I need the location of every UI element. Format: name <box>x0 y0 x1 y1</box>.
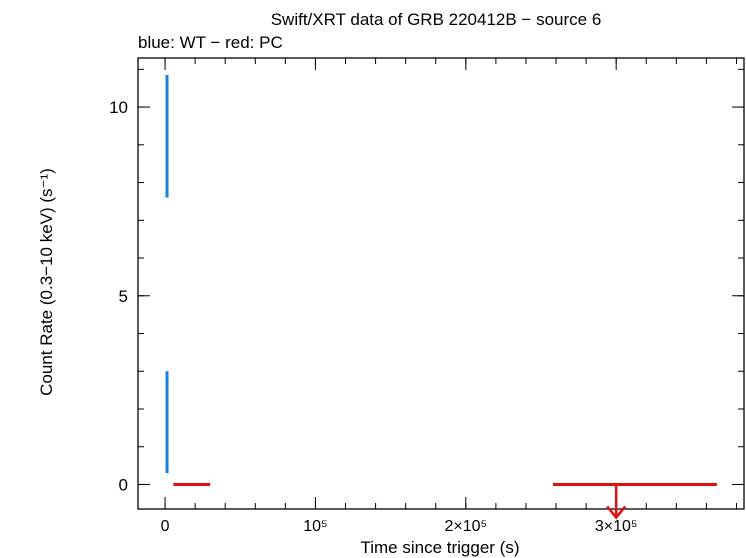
chart-subtitle: blue: WT − red: PC <box>138 33 283 52</box>
x-tick-label: 2×10⁵ <box>444 518 487 535</box>
x-axis-label: Time since trigger (s) <box>360 538 519 557</box>
y-tick-label: 0 <box>119 475 128 494</box>
data-marks <box>165 74 717 520</box>
axis-tick-labels: 0 5 10 0 10⁵ 2×10⁵ 3×10⁵ <box>109 98 637 535</box>
axis-ticks <box>138 58 744 509</box>
chart-title: Swift/XRT data of GRB 220412B − source 6 <box>271 10 602 29</box>
y-tick-label: 5 <box>119 287 128 306</box>
pc-upper-limit-arrowhead <box>606 505 627 520</box>
y-tick-label: 10 <box>109 98 128 117</box>
x-tick-label: 0 <box>161 518 170 535</box>
y-axis-label: Count Rate (0.3−10 keV) (s⁻¹) <box>37 168 56 396</box>
plot-frame <box>137 57 745 510</box>
x-tick-label: 10⁵ <box>303 518 327 535</box>
x-tick-label: 3×10⁵ <box>595 518 638 535</box>
